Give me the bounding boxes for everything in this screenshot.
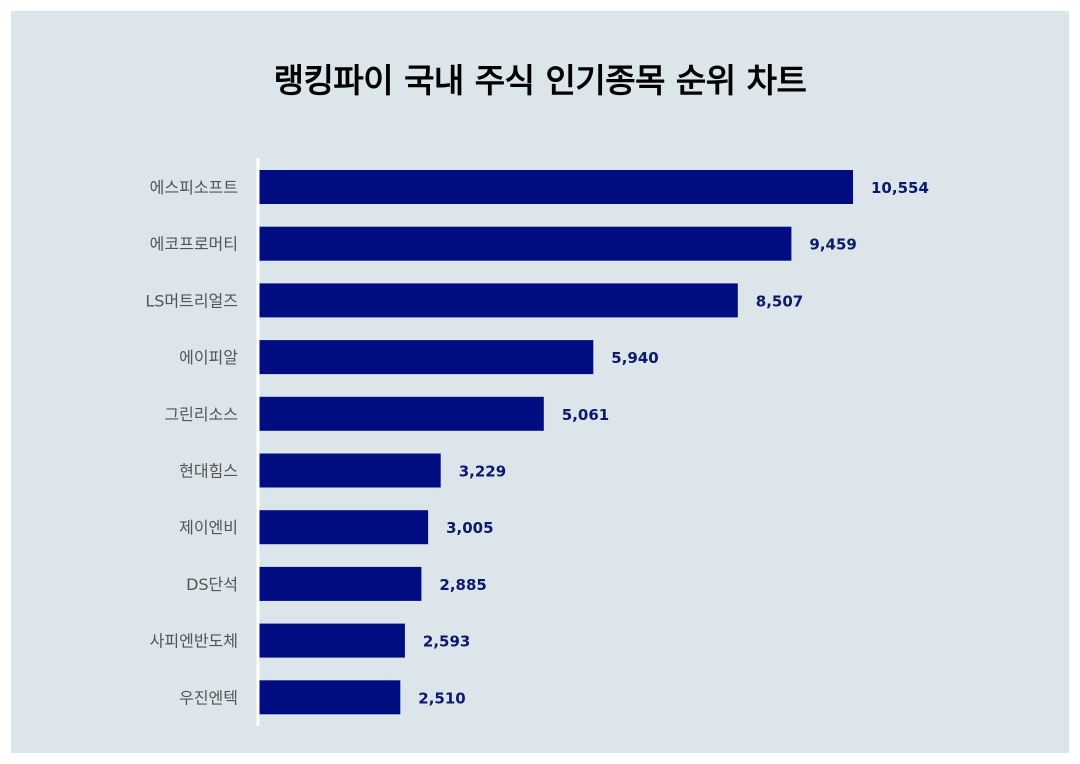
bar xyxy=(259,396,544,431)
bar xyxy=(259,453,441,488)
bar xyxy=(259,226,792,261)
bar xyxy=(259,680,401,715)
value-label: 2,885 xyxy=(439,576,486,594)
category-label: DS단석 xyxy=(186,575,238,594)
bars-group xyxy=(259,170,853,715)
category-label: 우진엔텍 xyxy=(179,688,238,707)
value-label: 2,510 xyxy=(418,689,465,707)
bar xyxy=(259,510,429,545)
bar xyxy=(259,340,594,375)
value-label: 8,507 xyxy=(756,292,803,310)
category-label: 현대힘스 xyxy=(179,462,238,481)
value-label: 3,229 xyxy=(459,463,506,481)
chart-background xyxy=(11,11,1069,753)
category-label: 제이엔비 xyxy=(179,518,238,537)
bar xyxy=(259,623,405,658)
bar xyxy=(259,170,853,204)
category-label: 사피엔반도체 xyxy=(150,632,238,651)
category-label: 에스피소프트 xyxy=(150,178,238,197)
bar xyxy=(259,566,422,601)
value-label: 5,940 xyxy=(611,349,658,367)
value-label: 2,593 xyxy=(423,633,470,651)
value-label: 9,459 xyxy=(809,236,856,254)
value-label: 3,005 xyxy=(446,519,493,537)
labels-group: 에스피소프트 10,554 에코프로머티 9,459 LS머트리얼즈 8,507 에이피알 5… xyxy=(145,178,929,707)
category-label: 에이피알 xyxy=(179,348,238,367)
bar xyxy=(259,283,738,318)
category-label: 그린리소스 xyxy=(164,405,238,424)
category-label: 에코프로머티 xyxy=(150,235,238,254)
category-label: LS머트리얼즈 xyxy=(145,291,238,310)
value-label: 10,554 xyxy=(871,179,929,197)
chart-title: 랭킹파이 국내 주식 인기종목 순위 차트 xyxy=(273,61,807,100)
value-label: 5,061 xyxy=(562,406,609,424)
